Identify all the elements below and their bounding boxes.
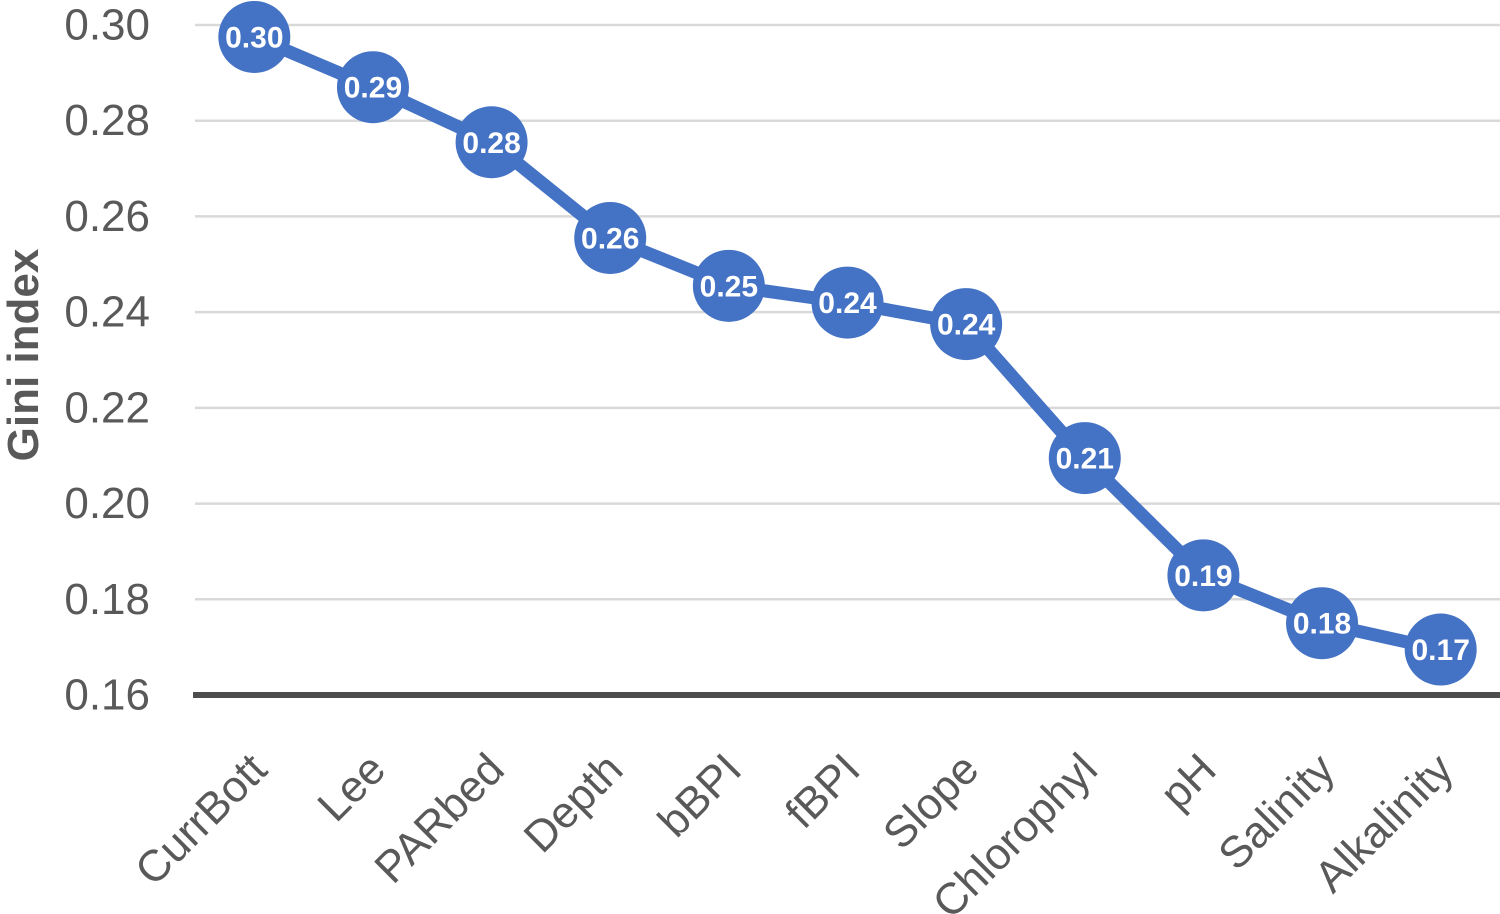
data-point-marker (1404, 613, 1477, 686)
y-axis-tick-label: 0.20 (64, 479, 150, 528)
data-point-label: 0.29 (344, 72, 402, 105)
data-point-label: 0.30 (225, 21, 283, 54)
y-axis-tick-label: 0.24 (64, 288, 150, 337)
data-point-marker (692, 249, 765, 322)
x-axis-category-label: Slope (874, 744, 988, 858)
y-gridlines (195, 23, 1500, 601)
x-axis-category-label: Lee (308, 744, 395, 831)
y-axis-tick-label: 0.26 (64, 192, 150, 241)
data-point-labels: 0.30 0.29 0.28 0.26 0.25 0.24 0.24 0.21 0.19 0.18… (225, 21, 1470, 667)
data-point-marker (1167, 539, 1240, 612)
series-line (247, 30, 1448, 657)
y-axis-tick-labels: 0.30 0.28 0.26 0.24 0.22 0.20 0.18 0.16 (64, 1, 150, 720)
data-point-label: 0.19 (1174, 560, 1232, 593)
data-point-marker (455, 106, 528, 179)
data-point-marker (336, 51, 409, 124)
data-point-marker (811, 266, 884, 339)
y-axis-tick-label: 0.28 (64, 96, 150, 145)
data-point-label: 0.21 (1056, 443, 1114, 476)
y-axis-tick-label: 0.30 (64, 1, 150, 50)
data-point-marker (1286, 587, 1359, 660)
x-axis-category-label: pH (1151, 744, 1225, 818)
data-point-label: 0.26 (581, 222, 639, 255)
y-axis-tick-label: 0.18 (64, 575, 150, 624)
data-point-label: 0.18 (1293, 608, 1351, 641)
data-point-label: 0.17 (1411, 634, 1469, 667)
x-axis-category-label: fBPI (776, 744, 869, 837)
y-axis-tick-label: 0.22 (64, 383, 150, 432)
data-point-label: 0.28 (462, 127, 520, 160)
data-point-label: 0.24 (818, 287, 877, 320)
x-axis-category-label: Depth (515, 744, 633, 862)
x-axis-category-label: CurrBott (126, 744, 276, 894)
data-point-marker (930, 288, 1003, 361)
data-point-marker (218, 0, 291, 73)
series-line-group (247, 30, 1448, 657)
data-point-marker (574, 201, 647, 274)
data-point-markers (218, 0, 1477, 686)
data-point-label: 0.24 (937, 309, 996, 342)
data-point-label: 0.25 (700, 270, 758, 303)
data-point-marker (1048, 422, 1121, 495)
x-axis-category-label: bBPI (649, 744, 751, 846)
x-axis-category-label: PARbed (365, 744, 513, 892)
y-axis-title: Gini index (0, 248, 48, 461)
y-axis-tick-label: 0.16 (64, 671, 150, 720)
